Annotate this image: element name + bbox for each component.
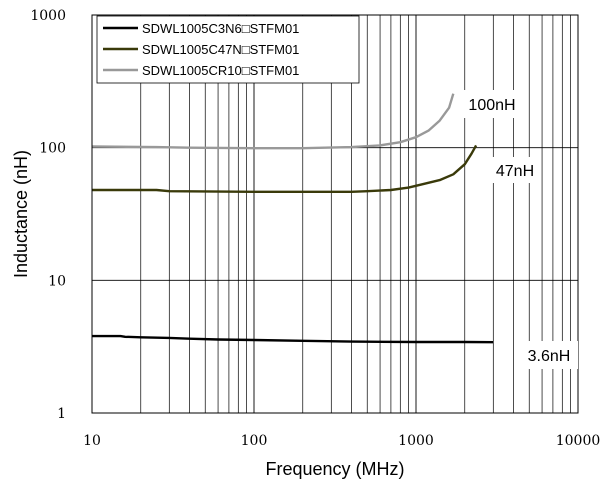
x-tick-label: 10000 xyxy=(556,433,601,449)
legend-entry-1: SDWL1005C3N6□STFM01 xyxy=(142,21,299,36)
series-line-1 xyxy=(92,334,494,344)
legend-box xyxy=(96,15,360,84)
annotation-box-3 xyxy=(520,341,578,369)
x-tick-label: 1000 xyxy=(398,433,434,449)
y-tick-label: 10 xyxy=(48,273,66,289)
annotation-label-2: 47nH xyxy=(496,163,534,180)
annotation-label-1: 100nH xyxy=(468,97,515,114)
legend-entry-3: SDWL1005CR10□STFM01 xyxy=(142,63,299,78)
tick-labels: 10 100 1000 10000 1 10 100 1000 xyxy=(30,8,600,449)
annotations: 100nH 47nH 3.6nH xyxy=(460,90,578,369)
y-tick-label: 100 xyxy=(39,141,66,157)
annotation-label-3: 3.6nH xyxy=(528,348,571,365)
annotation-box-1 xyxy=(460,90,524,118)
y-axis-label: Inductance (nH) xyxy=(11,150,31,278)
series-layer xyxy=(91,93,494,344)
x-tick-label: 10 xyxy=(83,433,101,449)
series-line-3 xyxy=(91,93,455,150)
legend-entry-2: SDWL1005C47N□STFM01 xyxy=(142,42,299,57)
series-line-2 xyxy=(92,144,478,193)
plot-area-frame xyxy=(91,14,579,414)
legend: SDWL1005C3N6□STFM01 SDWL1005C47N□STFM01 SD… xyxy=(96,15,360,84)
x-axis-label: Frequency (MHz) xyxy=(265,459,404,479)
y-tick-label: 1000 xyxy=(30,8,66,24)
annotation-box-2 xyxy=(490,157,540,183)
x-tick-label: 100 xyxy=(241,433,268,449)
y-tick-label: 1 xyxy=(57,406,66,422)
